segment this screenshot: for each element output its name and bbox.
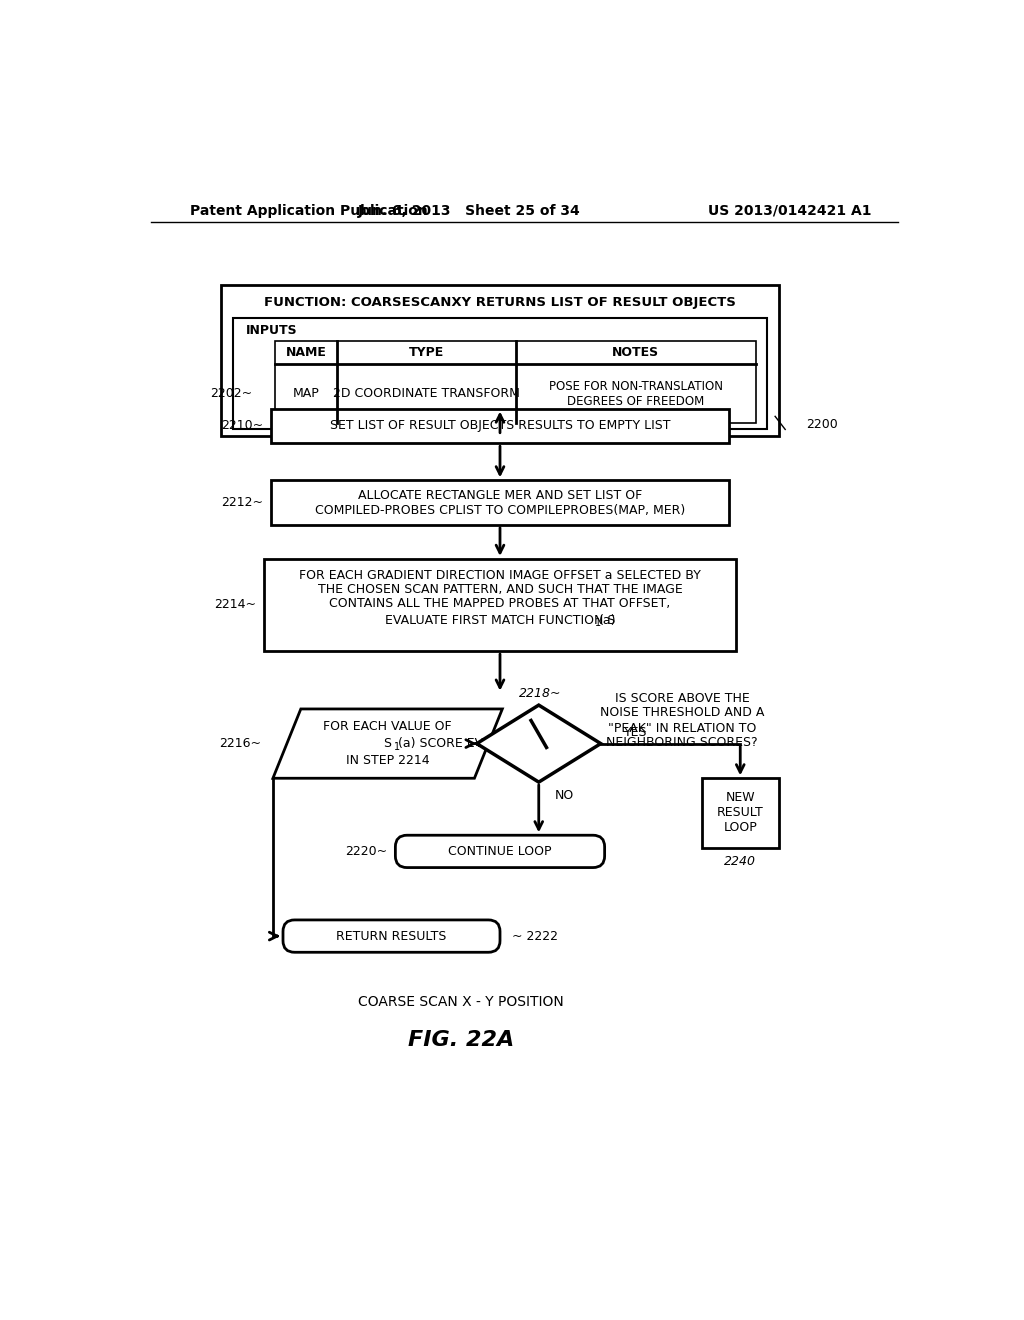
Text: CONTINUE LOOP: CONTINUE LOOP — [449, 845, 552, 858]
Text: NEW
RESULT
LOOP: NEW RESULT LOOP — [717, 792, 764, 834]
Text: Patent Application Publication: Patent Application Publication — [190, 203, 428, 218]
Text: RETURN RESULTS: RETURN RESULTS — [336, 929, 446, 942]
Text: 2240: 2240 — [724, 855, 757, 869]
Text: FOR EACH GRADIENT DIRECTION IMAGE OFFSET a SELECTED BY: FOR EACH GRADIENT DIRECTION IMAGE OFFSET… — [299, 569, 701, 582]
Text: FOR EACH VALUE OF: FOR EACH VALUE OF — [324, 721, 452, 733]
Text: 1: 1 — [595, 618, 601, 628]
Text: MAP: MAP — [293, 387, 319, 400]
Text: FUNCTION: COARSESCANXY RETURNS LIST OF RESULT OBJECTS: FUNCTION: COARSESCANXY RETURNS LIST OF R… — [264, 296, 736, 309]
Text: 2214~: 2214~ — [214, 598, 256, 611]
Text: 2202~: 2202~ — [210, 387, 252, 400]
Text: INPUTS: INPUTS — [246, 323, 297, 337]
Text: NAME: NAME — [286, 346, 327, 359]
Text: Jun. 6, 2013   Sheet 25 of 34: Jun. 6, 2013 Sheet 25 of 34 — [357, 203, 581, 218]
Text: 1: 1 — [394, 742, 400, 751]
Text: ALLOCATE RECTANGLE MER AND SET LIST OF
COMPILED-PROBES CPLIST TO COMPILEPROBES(M: ALLOCATE RECTANGLE MER AND SET LIST OF C… — [314, 488, 685, 516]
Text: COARSE SCAN X - Y POSITION: COARSE SCAN X - Y POSITION — [358, 994, 564, 1008]
FancyBboxPatch shape — [221, 285, 779, 436]
Text: YES: YES — [624, 726, 647, 739]
Text: THE CHOSEN SCAN PATTERN, AND SUCH THAT THE IMAGE: THE CHOSEN SCAN PATTERN, AND SUCH THAT T… — [317, 583, 682, 597]
FancyBboxPatch shape — [271, 409, 729, 444]
Text: 2212~: 2212~ — [221, 496, 263, 510]
Text: EVALUATE FIRST MATCH FUNCTION S: EVALUATE FIRST MATCH FUNCTION S — [385, 614, 615, 627]
Polygon shape — [477, 705, 601, 781]
Text: IS SCORE ABOVE THE
NOISE THRESHOLD AND A
"PEAK" IN RELATION TO
NEIGHBORING SCORE: IS SCORE ABOVE THE NOISE THRESHOLD AND A… — [600, 692, 764, 750]
Text: FIG. 22A: FIG. 22A — [409, 1030, 514, 1049]
FancyBboxPatch shape — [263, 558, 736, 651]
FancyBboxPatch shape — [283, 920, 500, 952]
FancyBboxPatch shape — [395, 836, 604, 867]
FancyBboxPatch shape — [275, 341, 756, 424]
Text: NOTES: NOTES — [612, 346, 659, 359]
Text: 2218~: 2218~ — [519, 686, 562, 700]
Text: IN STEP 2214: IN STEP 2214 — [346, 754, 429, 767]
Text: TYPE: TYPE — [409, 346, 444, 359]
FancyBboxPatch shape — [271, 480, 729, 525]
Text: ~ 2222: ~ 2222 — [512, 929, 558, 942]
Text: SET LIST OF RESULT OBJECTS RESULTS TO EMPTY LIST: SET LIST OF RESULT OBJECTS RESULTS TO EM… — [330, 420, 671, 433]
Text: 2216~: 2216~ — [219, 737, 261, 750]
Text: 2D COORDINATE TRANSFORM: 2D COORDINATE TRANSFORM — [333, 387, 520, 400]
Text: CONTAINS ALL THE MAPPED PROBES AT THAT OFFSET,: CONTAINS ALL THE MAPPED PROBES AT THAT O… — [330, 597, 671, 610]
Text: US 2013/0142421 A1: US 2013/0142421 A1 — [709, 203, 872, 218]
FancyBboxPatch shape — [701, 779, 779, 847]
Text: 2220~: 2220~ — [345, 845, 388, 858]
Text: 2210~: 2210~ — [221, 420, 263, 433]
Text: (a): (a) — [599, 614, 616, 627]
Text: 2200: 2200 — [806, 417, 838, 430]
Polygon shape — [273, 709, 503, 779]
Text: NO: NO — [554, 789, 573, 803]
Text: (a) SCORE EVALUATED: (a) SCORE EVALUATED — [398, 737, 540, 750]
FancyBboxPatch shape — [232, 318, 767, 429]
Text: S: S — [384, 737, 391, 750]
Text: POSE FOR NON-TRANSLATION
DEGREES OF FREEDOM: POSE FOR NON-TRANSLATION DEGREES OF FREE… — [549, 380, 723, 408]
